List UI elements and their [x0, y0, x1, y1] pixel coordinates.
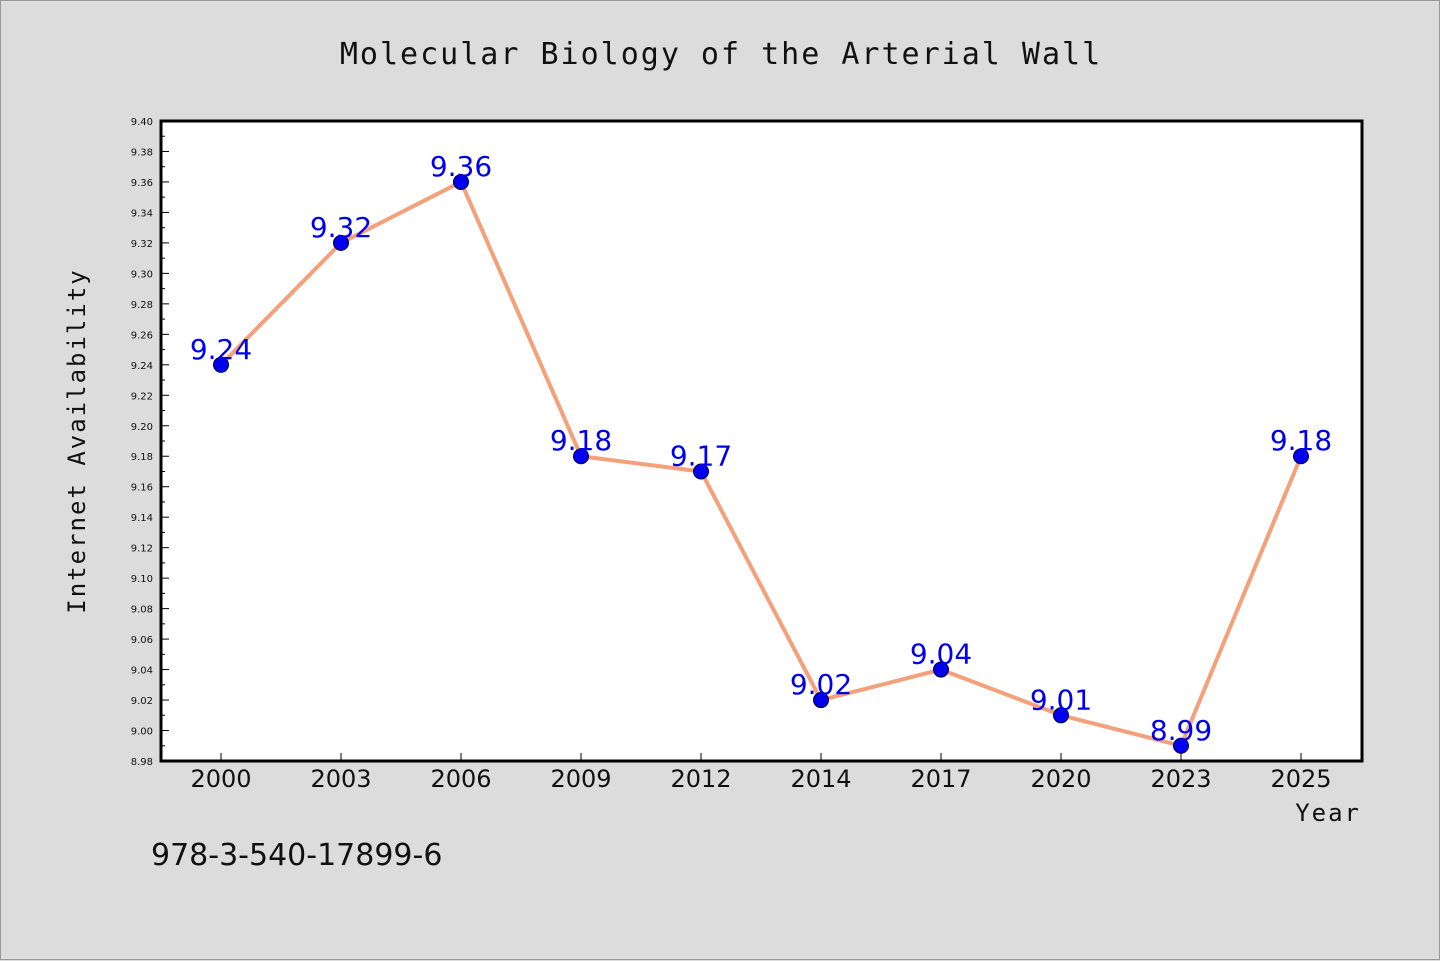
x-tick-label: 2014	[790, 765, 851, 793]
plot-border	[159, 119, 1364, 763]
data-labels-group: 9.24 9.32 9.36 9.18 9.17 9.02 9.04 9.01 8.99 9.18	[190, 150, 1332, 747]
y-tick-label: 9.24	[131, 361, 153, 372]
data-label: 9.04	[910, 638, 972, 671]
y-tick-label: 9.02	[131, 696, 153, 707]
plot-area	[161, 121, 1362, 761]
data-label: 9.18	[550, 424, 612, 457]
y-tick-label: 9.00	[131, 727, 153, 738]
x-axis-label: Year	[1295, 799, 1361, 827]
x-tick-label: 2006	[430, 765, 491, 793]
series-line	[219, 179, 1303, 748]
data-label: 9.32	[310, 211, 372, 244]
y-tick-label: 9.06	[131, 635, 153, 646]
data-label: 9.01	[1030, 683, 1092, 716]
data-point	[1293, 448, 1309, 465]
y-tick-label: 9.12	[131, 544, 153, 555]
data-point	[933, 661, 949, 678]
x-tick-label: 2003	[310, 765, 371, 793]
y-tick-label: 9.22	[131, 391, 153, 402]
y-tick-label: 8.98	[131, 757, 153, 768]
data-point	[693, 463, 709, 480]
y-tick-label: 9.04	[131, 666, 153, 677]
data-label: 9.24	[190, 333, 252, 366]
y-tick-label: 9.38	[131, 147, 153, 158]
x-tick-label: 2020	[1030, 765, 1091, 793]
y-tick-label: 9.40	[131, 117, 153, 128]
data-point	[573, 448, 589, 465]
series-line-group	[213, 173, 1309, 754]
data-point	[333, 234, 349, 251]
y-tick-label: 9.18	[131, 452, 153, 463]
data-label: 9.17	[670, 439, 732, 472]
x-tick-label: 2025	[1270, 765, 1331, 793]
x-tick-label: 2000	[190, 765, 251, 793]
x-axis: 2000 2003 2006 2009 2012 2014 2017 2020 2023 2025	[190, 753, 1332, 793]
data-point	[1173, 737, 1189, 754]
y-tick-label: 9.20	[131, 422, 153, 433]
data-point	[453, 173, 469, 190]
y-tick-label: 9.08	[131, 605, 153, 616]
chart-title: Molecular Biology of the Arterial Wall	[340, 37, 1102, 72]
x-tick-label: 2012	[670, 765, 731, 793]
x-tick-label: 2017	[910, 765, 971, 793]
y-axis-label: Internet Availability	[63, 268, 91, 613]
y-tick-label: 9.36	[131, 178, 153, 189]
isbn-footnote: 978-3-540-17899-6	[151, 838, 442, 873]
y-tick-label: 9.10	[131, 574, 153, 585]
y-tick-label: 9.16	[131, 483, 153, 494]
y-tick-label: 9.26	[131, 330, 153, 341]
data-point	[213, 356, 229, 373]
data-point	[813, 692, 829, 709]
y-tick-label: 9.28	[131, 300, 153, 311]
data-point	[1053, 707, 1069, 724]
y-tick-label: 9.30	[131, 269, 153, 280]
y-tick-label: 9.32	[131, 239, 153, 250]
data-label: 9.02	[790, 668, 852, 701]
x-tick-label: 2009	[550, 765, 611, 793]
data-label: 9.18	[1270, 424, 1332, 457]
data-label: 9.36	[430, 150, 492, 183]
y-tick-label: 9.14	[131, 513, 153, 524]
data-label: 8.99	[1150, 714, 1212, 747]
x-tick-label: 2023	[1150, 765, 1211, 793]
y-tick-label: 9.34	[131, 208, 153, 219]
